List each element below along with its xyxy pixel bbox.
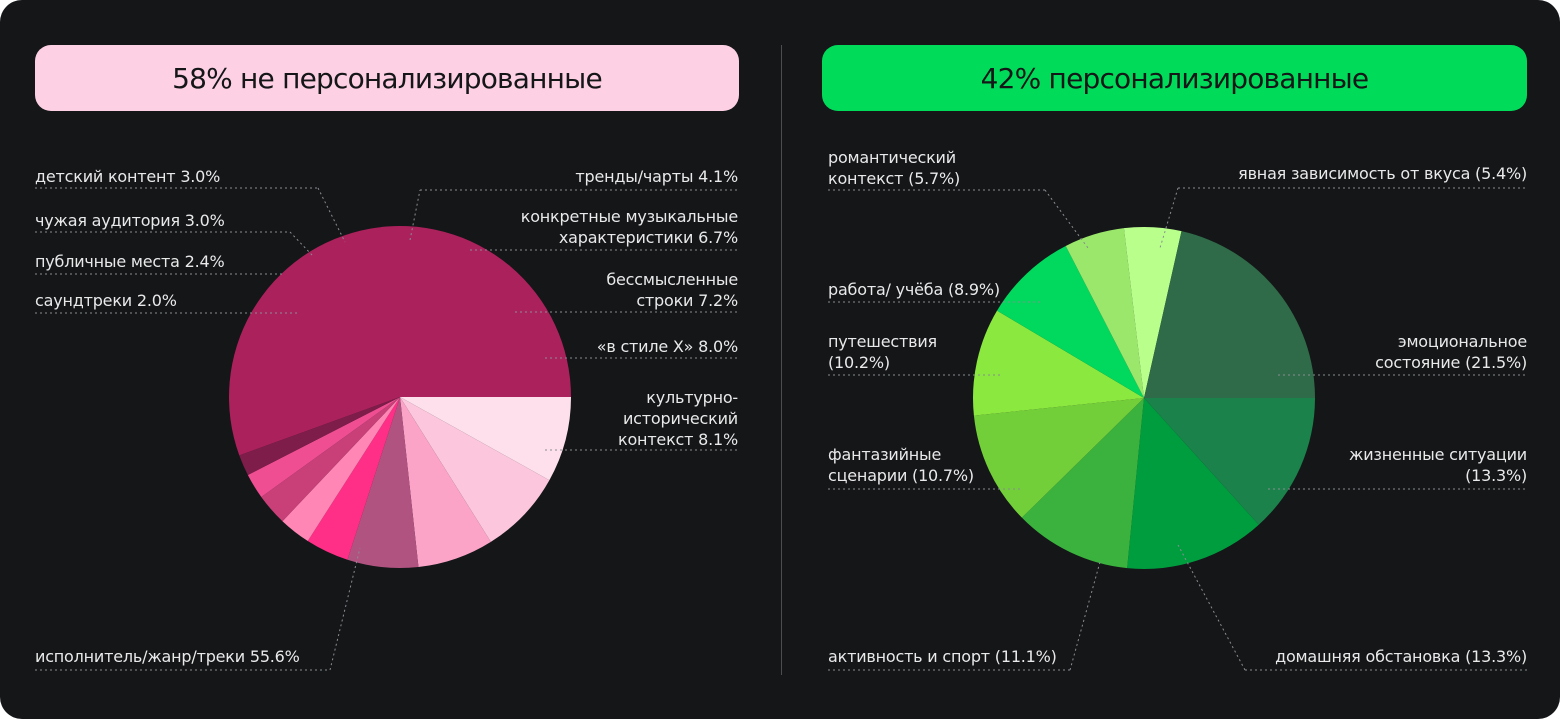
pie2-label-4: фантазийные сценарии (10.7%) bbox=[828, 445, 974, 485]
pie2-label-7: романтический контекст (5.7%) bbox=[828, 148, 961, 188]
pie1-slice-7 bbox=[261, 397, 400, 522]
right-header: 42% персонализированные bbox=[822, 45, 1527, 111]
pie1-slice-4 bbox=[347, 397, 419, 569]
pie1-slice-2 bbox=[400, 397, 550, 542]
pie2-slice-6 bbox=[997, 245, 1144, 398]
pie1-slice-6 bbox=[282, 397, 400, 541]
pie1-slice-10 bbox=[229, 226, 571, 456]
left-header: 58% не персонализированные bbox=[35, 45, 739, 111]
pie2-label-9: эмоциональное состояние (21.5%) bbox=[1375, 332, 1527, 372]
pie1-leader-diag-10 bbox=[329, 547, 361, 671]
pie1-label-2: «в стиле X» 8.0% bbox=[596, 337, 738, 356]
pie1-leader-diag-6 bbox=[317, 187, 346, 243]
pie2-leader-diag-2 bbox=[1177, 544, 1246, 671]
pie1-label-9: саундтреки 2.0% bbox=[35, 291, 177, 310]
pie1-label-7: чужая аудитория 3.0% bbox=[35, 211, 225, 230]
pie1-label-10: исполнитель/жанр/треки 55.6% bbox=[35, 647, 300, 666]
pie2-slice-9 bbox=[1144, 231, 1315, 398]
right-header-text: 42% персонализированные bbox=[980, 61, 1370, 95]
pie2-label-6: работа/ учёба (8.9%) bbox=[828, 280, 1000, 299]
center-divider bbox=[781, 45, 782, 675]
pie1-label-8: публичные места 2.4% bbox=[35, 252, 225, 271]
pie2-slice-3 bbox=[1021, 398, 1144, 569]
pie1-leader-diag-5 bbox=[409, 189, 421, 241]
pie2-slice-7 bbox=[1065, 228, 1144, 398]
pie2-leader-diag-7 bbox=[1044, 189, 1089, 249]
pie1-label-3: бессмысленные строки 7.2% bbox=[606, 270, 738, 310]
pie1-slice-9 bbox=[239, 397, 400, 476]
pie2-slice-1 bbox=[1144, 398, 1315, 525]
pie1-slice-3 bbox=[400, 397, 491, 567]
pie2-label-5: путешествия (10.2%) bbox=[828, 332, 937, 372]
pie1-label-4: конкретные музыкальные характеристики 6.… bbox=[520, 207, 738, 247]
pie1-label-1: культурно- исторический контекст 8.1% bbox=[618, 388, 738, 449]
pie2-label-2: домашняя обстановка (13.3%) bbox=[1275, 647, 1527, 666]
pie1-leader-diag-7 bbox=[289, 231, 313, 256]
pie1-label-5: тренды/чарты 4.1% bbox=[575, 167, 738, 186]
left-header-text: 58% не персонализированные bbox=[172, 61, 603, 95]
pie1-slice-5 bbox=[307, 397, 400, 560]
pie2-slice-2 bbox=[1127, 398, 1259, 570]
pie2-label-3: активность и спорт (11.1%) bbox=[828, 647, 1057, 666]
pie2-slice-4 bbox=[973, 398, 1144, 518]
pie2-leader-diag-3 bbox=[1069, 561, 1101, 671]
pie2-slice-8 bbox=[1123, 226, 1182, 398]
pie1-label-6: детский контент 3.0% bbox=[35, 167, 221, 186]
pie2-slice-5 bbox=[973, 310, 1144, 416]
pie1-slice-1 bbox=[400, 397, 571, 481]
pie2-leader-diag-8 bbox=[1159, 187, 1179, 249]
pie2-label-8: явная зависимость от вкуса (5.4%) bbox=[1238, 164, 1527, 183]
pie1-slice-8 bbox=[247, 397, 400, 497]
pie2-label-1: жизненные ситуации (13.3%) bbox=[1349, 445, 1527, 485]
